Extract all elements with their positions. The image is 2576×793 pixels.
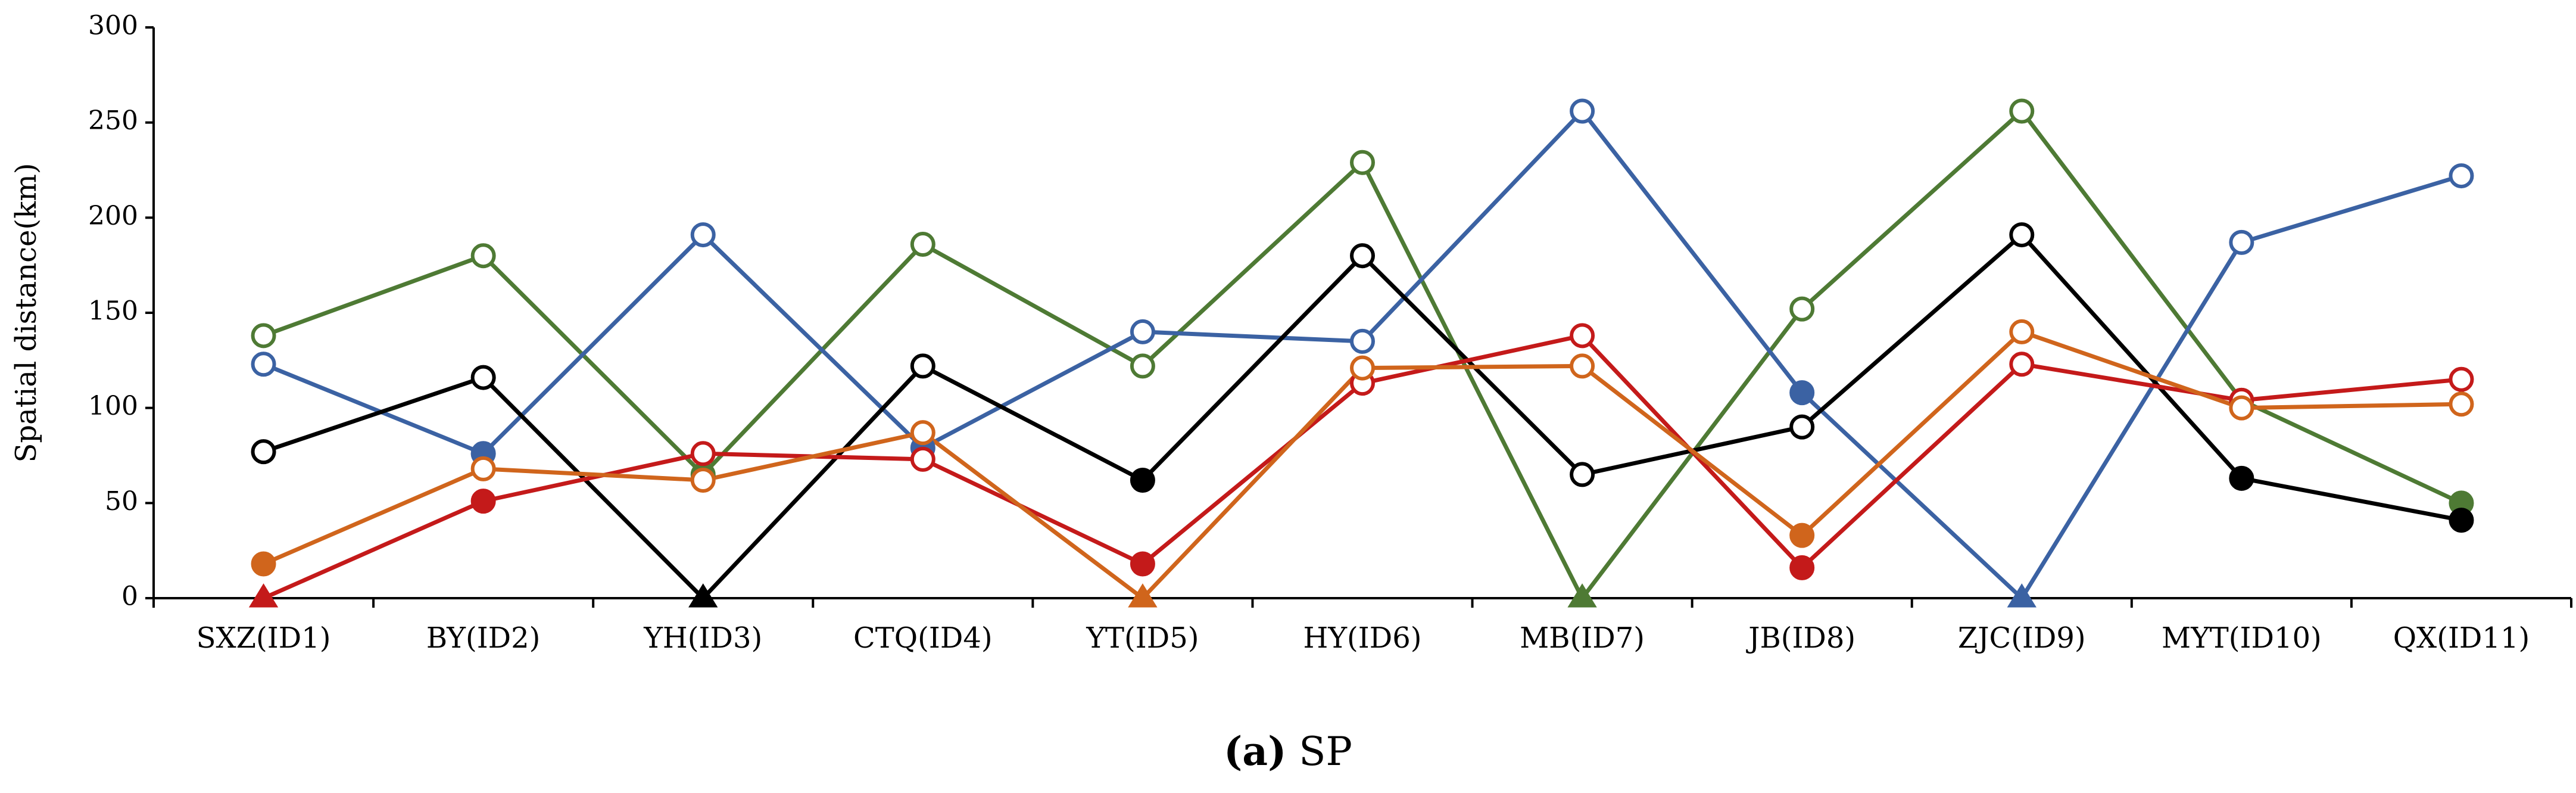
axes [152,27,2571,599]
data-point-orange [1350,355,1375,381]
y-axis-label: Spatial distance(km) [10,163,43,463]
data-point-green [2009,98,2035,124]
x-tick-label: YH(ID3) [643,621,762,655]
x-tick-label: HY(ID6) [1303,621,1422,655]
data-point-green [910,232,935,257]
data-point-orange [1570,353,1595,379]
data-point-orange [1789,523,1815,548]
figure-caption: (a) SP [0,728,2576,775]
data-point-orange [251,551,276,577]
series-layer [248,98,2474,608]
data-point-blue [1570,98,1595,124]
y-tick-label: 100 [88,391,138,421]
data-point-black [251,439,276,465]
caption-letter: (a) [1224,728,1287,775]
x-tick-label: CTQ(ID4) [853,621,993,655]
x-tick-label: MYT(ID10) [2162,621,2322,655]
data-point-blue [1130,319,1155,344]
data-point-green [251,323,276,349]
data-point-red [2009,352,2035,377]
data-point-black [1570,462,1595,487]
data-point-blue [1350,328,1375,354]
data-point-blue [2007,583,2037,608]
data-point-orange [2449,391,2474,417]
data-point-green [1567,583,1597,608]
data-point-red [690,441,716,467]
x-tick-label: JB(ID8) [1745,621,1855,655]
data-point-orange [470,456,496,481]
data-point-red [1130,551,1155,577]
data-point-red [2449,366,2474,392]
data-point-red [1570,323,1595,349]
markers-orange [251,319,2474,608]
data-point-black [1350,243,1375,269]
data-point-black [1130,468,1155,493]
x-ticks: SXZ(ID1) BY(ID2) YH(ID3) CTQ(ID4) YT(ID5) HY(… [152,598,2572,655]
data-point-orange [910,420,935,446]
caption-text: SP [1299,729,1352,775]
data-point-black [2009,222,2035,248]
y-tick-label: 150 [88,296,138,326]
data-point-green [1350,150,1375,175]
y-tick-label: 300 [88,11,138,41]
y-ticks: 0 50 100 150 200 250 300 [88,11,154,612]
x-tick-label: ZJC(ID9) [1958,621,2086,655]
data-point-orange [1128,583,1158,608]
data-point-green [1789,296,1815,322]
data-point-black [1789,414,1815,440]
data-point-red [470,489,496,514]
data-point-black [688,583,718,608]
y-tick-label: 200 [88,201,138,231]
data-point-black [470,365,496,390]
data-point-black [2229,465,2254,491]
x-tick-label: SXZ(ID1) [197,621,331,655]
data-point-blue [2449,163,2474,189]
x-tick-label: BY(ID2) [426,621,541,655]
data-point-blue [2229,229,2254,255]
data-point-red [910,446,935,472]
data-point-blue [1789,380,1815,406]
data-point-blue [251,352,276,377]
data-point-green [470,243,496,269]
data-point-green [1130,353,1155,379]
y-tick-label: 0 [121,581,138,612]
data-point-orange [2009,319,2035,344]
data-point-blue [690,222,716,248]
x-tick-label: QX(ID11) [2393,621,2530,655]
x-tick-label: YT(ID5) [1086,621,1199,655]
markers-black [251,222,2474,608]
y-tick-label: 50 [105,486,138,517]
data-point-black [2449,508,2474,533]
data-point-orange [2229,395,2254,421]
data-point-orange [690,468,716,493]
markers-green [251,98,2474,608]
data-point-red [1789,555,1815,580]
x-tick-label: MB(ID7) [1520,621,1645,655]
data-point-black [910,353,935,379]
y-tick-label: 250 [88,105,138,136]
data-point-red [248,583,279,608]
